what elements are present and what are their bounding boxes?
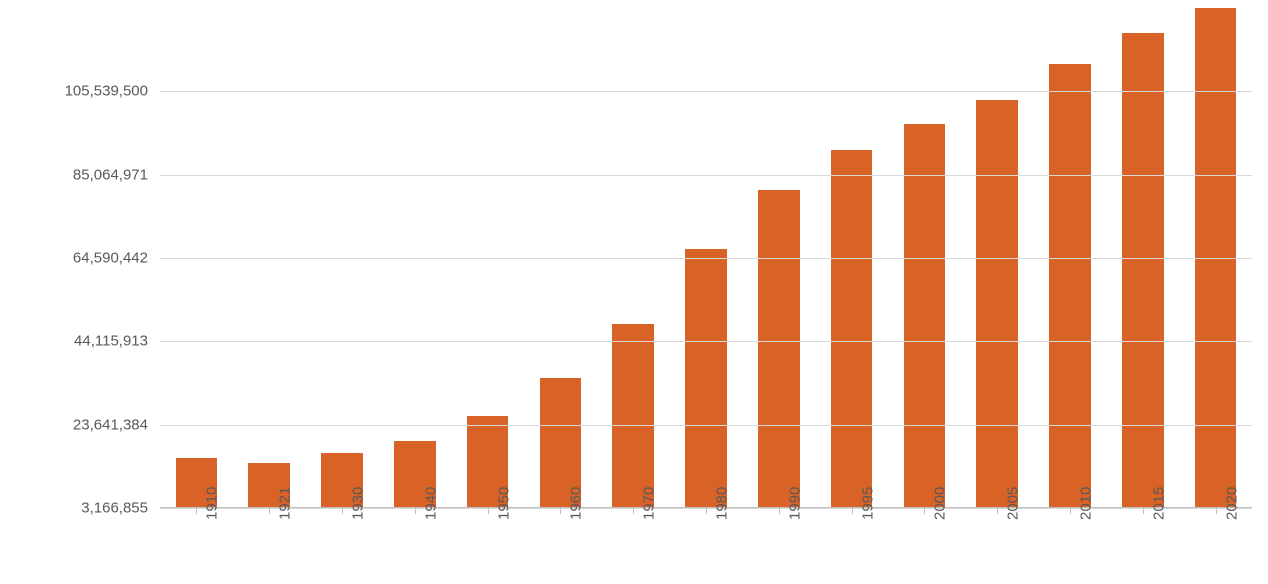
bar [758, 190, 799, 508]
x-axis-tick [706, 508, 707, 514]
gridline [160, 91, 1252, 92]
x-axis-tick-label: 2015 [1150, 487, 1167, 520]
x-axis-tick-label: 1950 [495, 487, 512, 520]
bar [685, 249, 726, 508]
x-axis-tick [852, 508, 853, 514]
x-axis-tick [1070, 508, 1071, 514]
x-axis-tick-label: 1921 [277, 487, 294, 520]
x-axis-tick-label: 1930 [350, 487, 367, 520]
x-axis-tick [779, 508, 780, 514]
x-axis-tick [1216, 508, 1217, 514]
x-axis-tick-label: 1995 [859, 487, 876, 520]
x-axis-tick-label: 2000 [932, 487, 949, 520]
bar-chart: 3,166,855 23,641,384 44,115,913 64,590,442 8… [0, 0, 1268, 584]
y-axis-tick-label: 44,115,913 [74, 333, 160, 350]
x-axis-tick [1143, 508, 1144, 514]
gridline [160, 341, 1252, 342]
x-axis-tick [196, 508, 197, 514]
gridline [160, 258, 1252, 259]
x-axis-tick-label: 1960 [568, 487, 585, 520]
x-axis-tick-label: 2005 [1005, 487, 1022, 520]
y-axis-tick-label: 64,590,442 [73, 250, 160, 267]
x-axis-tick-label: 1970 [641, 487, 658, 520]
x-axis-tick [924, 508, 925, 514]
gridline [160, 175, 1252, 176]
x-axis-tick [997, 508, 998, 514]
y-axis-tick-label: 23,641,384 [73, 416, 160, 433]
y-axis-tick-label: 3,166,855 [81, 500, 160, 517]
bar [1049, 64, 1090, 508]
gridline [160, 425, 1252, 426]
y-axis-tick-label: 105,539,500 [65, 83, 160, 100]
x-axis-tick [342, 508, 343, 514]
bar [976, 100, 1017, 508]
x-axis-tick [415, 508, 416, 514]
x-axis-tick-label: 2010 [1078, 487, 1095, 520]
x-axis-tick-label: 1990 [786, 487, 803, 520]
x-axis-tick-label: 1940 [422, 487, 439, 520]
x-axis-tick [560, 508, 561, 514]
x-axis-tick-label: 1910 [204, 487, 221, 520]
bar [1122, 33, 1163, 508]
x-axis-tick [269, 508, 270, 514]
plot-area: 3,166,85523,641,38444,115,91364,590,4428… [160, 8, 1252, 508]
x-axis-tick-label: 1980 [714, 487, 731, 520]
x-axis-tick-label: 2020 [1223, 487, 1240, 520]
bar [904, 124, 945, 508]
y-axis-tick-label: 85,064,971 [73, 166, 160, 183]
x-axis-tick [633, 508, 634, 514]
x-axis-tick [488, 508, 489, 514]
bar [831, 150, 872, 508]
bar [612, 324, 653, 508]
